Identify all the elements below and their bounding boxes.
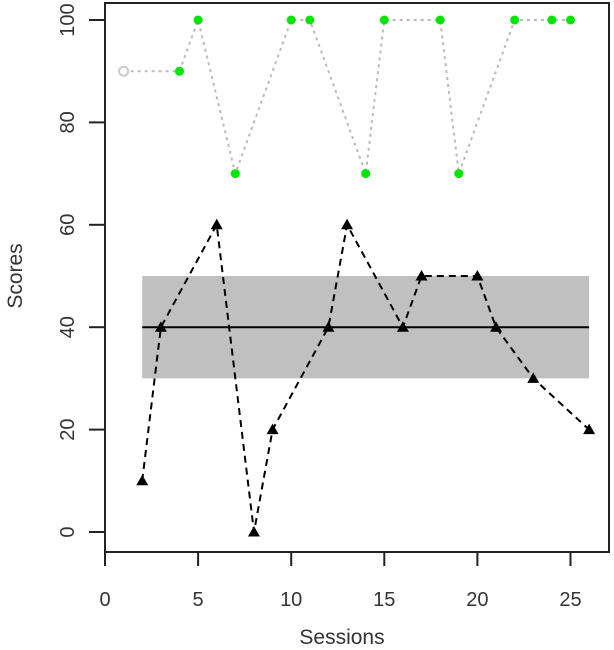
x-tick-label: 15 bbox=[373, 589, 395, 611]
data-point-triangle bbox=[136, 474, 149, 486]
data-point-triangle bbox=[266, 423, 279, 435]
data-point-triangle bbox=[322, 321, 335, 332]
x-axis: 0 5 10 15 20 25 bbox=[99, 551, 609, 611]
x-tick-label: 0 bbox=[99, 589, 110, 611]
x-tick-label: 5 bbox=[193, 589, 204, 611]
data-point-triangle bbox=[154, 321, 167, 332]
data-point-triangle bbox=[396, 321, 409, 332]
data-point bbox=[361, 169, 371, 179]
y-tick-label: 40 bbox=[57, 316, 79, 338]
data-point bbox=[379, 15, 389, 25]
data-point-triangle bbox=[527, 372, 540, 383]
x-tick-label: 25 bbox=[559, 589, 581, 611]
x-tick-label: 20 bbox=[466, 589, 488, 611]
data-point bbox=[454, 169, 464, 179]
data-point bbox=[510, 15, 520, 25]
data-point bbox=[193, 15, 203, 25]
x-axis-title: Sessions bbox=[299, 626, 384, 649]
data-point bbox=[305, 15, 315, 25]
y-tick-label: 60 bbox=[57, 214, 79, 236]
y-axis: 0 20 40 60 80 100 bbox=[57, 3, 105, 538]
y-tick-label: 0 bbox=[57, 526, 79, 537]
data-point bbox=[547, 15, 557, 25]
data-point-triangle bbox=[583, 423, 596, 435]
y-tick-label: 100 bbox=[57, 3, 79, 36]
data-point bbox=[230, 169, 240, 179]
data-point-triangle bbox=[490, 321, 503, 332]
data-point bbox=[566, 15, 575, 25]
data-point-hollow bbox=[118, 65, 130, 77]
data-point bbox=[286, 15, 296, 25]
y-axis-title: Scores bbox=[4, 243, 27, 308]
data-point bbox=[435, 15, 445, 25]
green-dotted-series bbox=[118, 15, 575, 179]
data-point-triangle bbox=[247, 526, 260, 537]
data-point-triangle bbox=[415, 270, 428, 281]
data-point bbox=[174, 66, 184, 76]
black-dashed-series bbox=[136, 218, 596, 537]
green-dotted-series-line bbox=[123, 16, 571, 178]
series-layer bbox=[118, 15, 596, 537]
data-point-triangle bbox=[341, 218, 354, 230]
data-point-triangle bbox=[210, 218, 223, 230]
data-point-triangle bbox=[471, 270, 484, 281]
x-tick-label: 10 bbox=[280, 589, 302, 611]
black-dashed-series-line bbox=[141, 221, 590, 533]
y-tick-label: 80 bbox=[57, 111, 79, 133]
y-tick-label: 20 bbox=[57, 418, 79, 440]
